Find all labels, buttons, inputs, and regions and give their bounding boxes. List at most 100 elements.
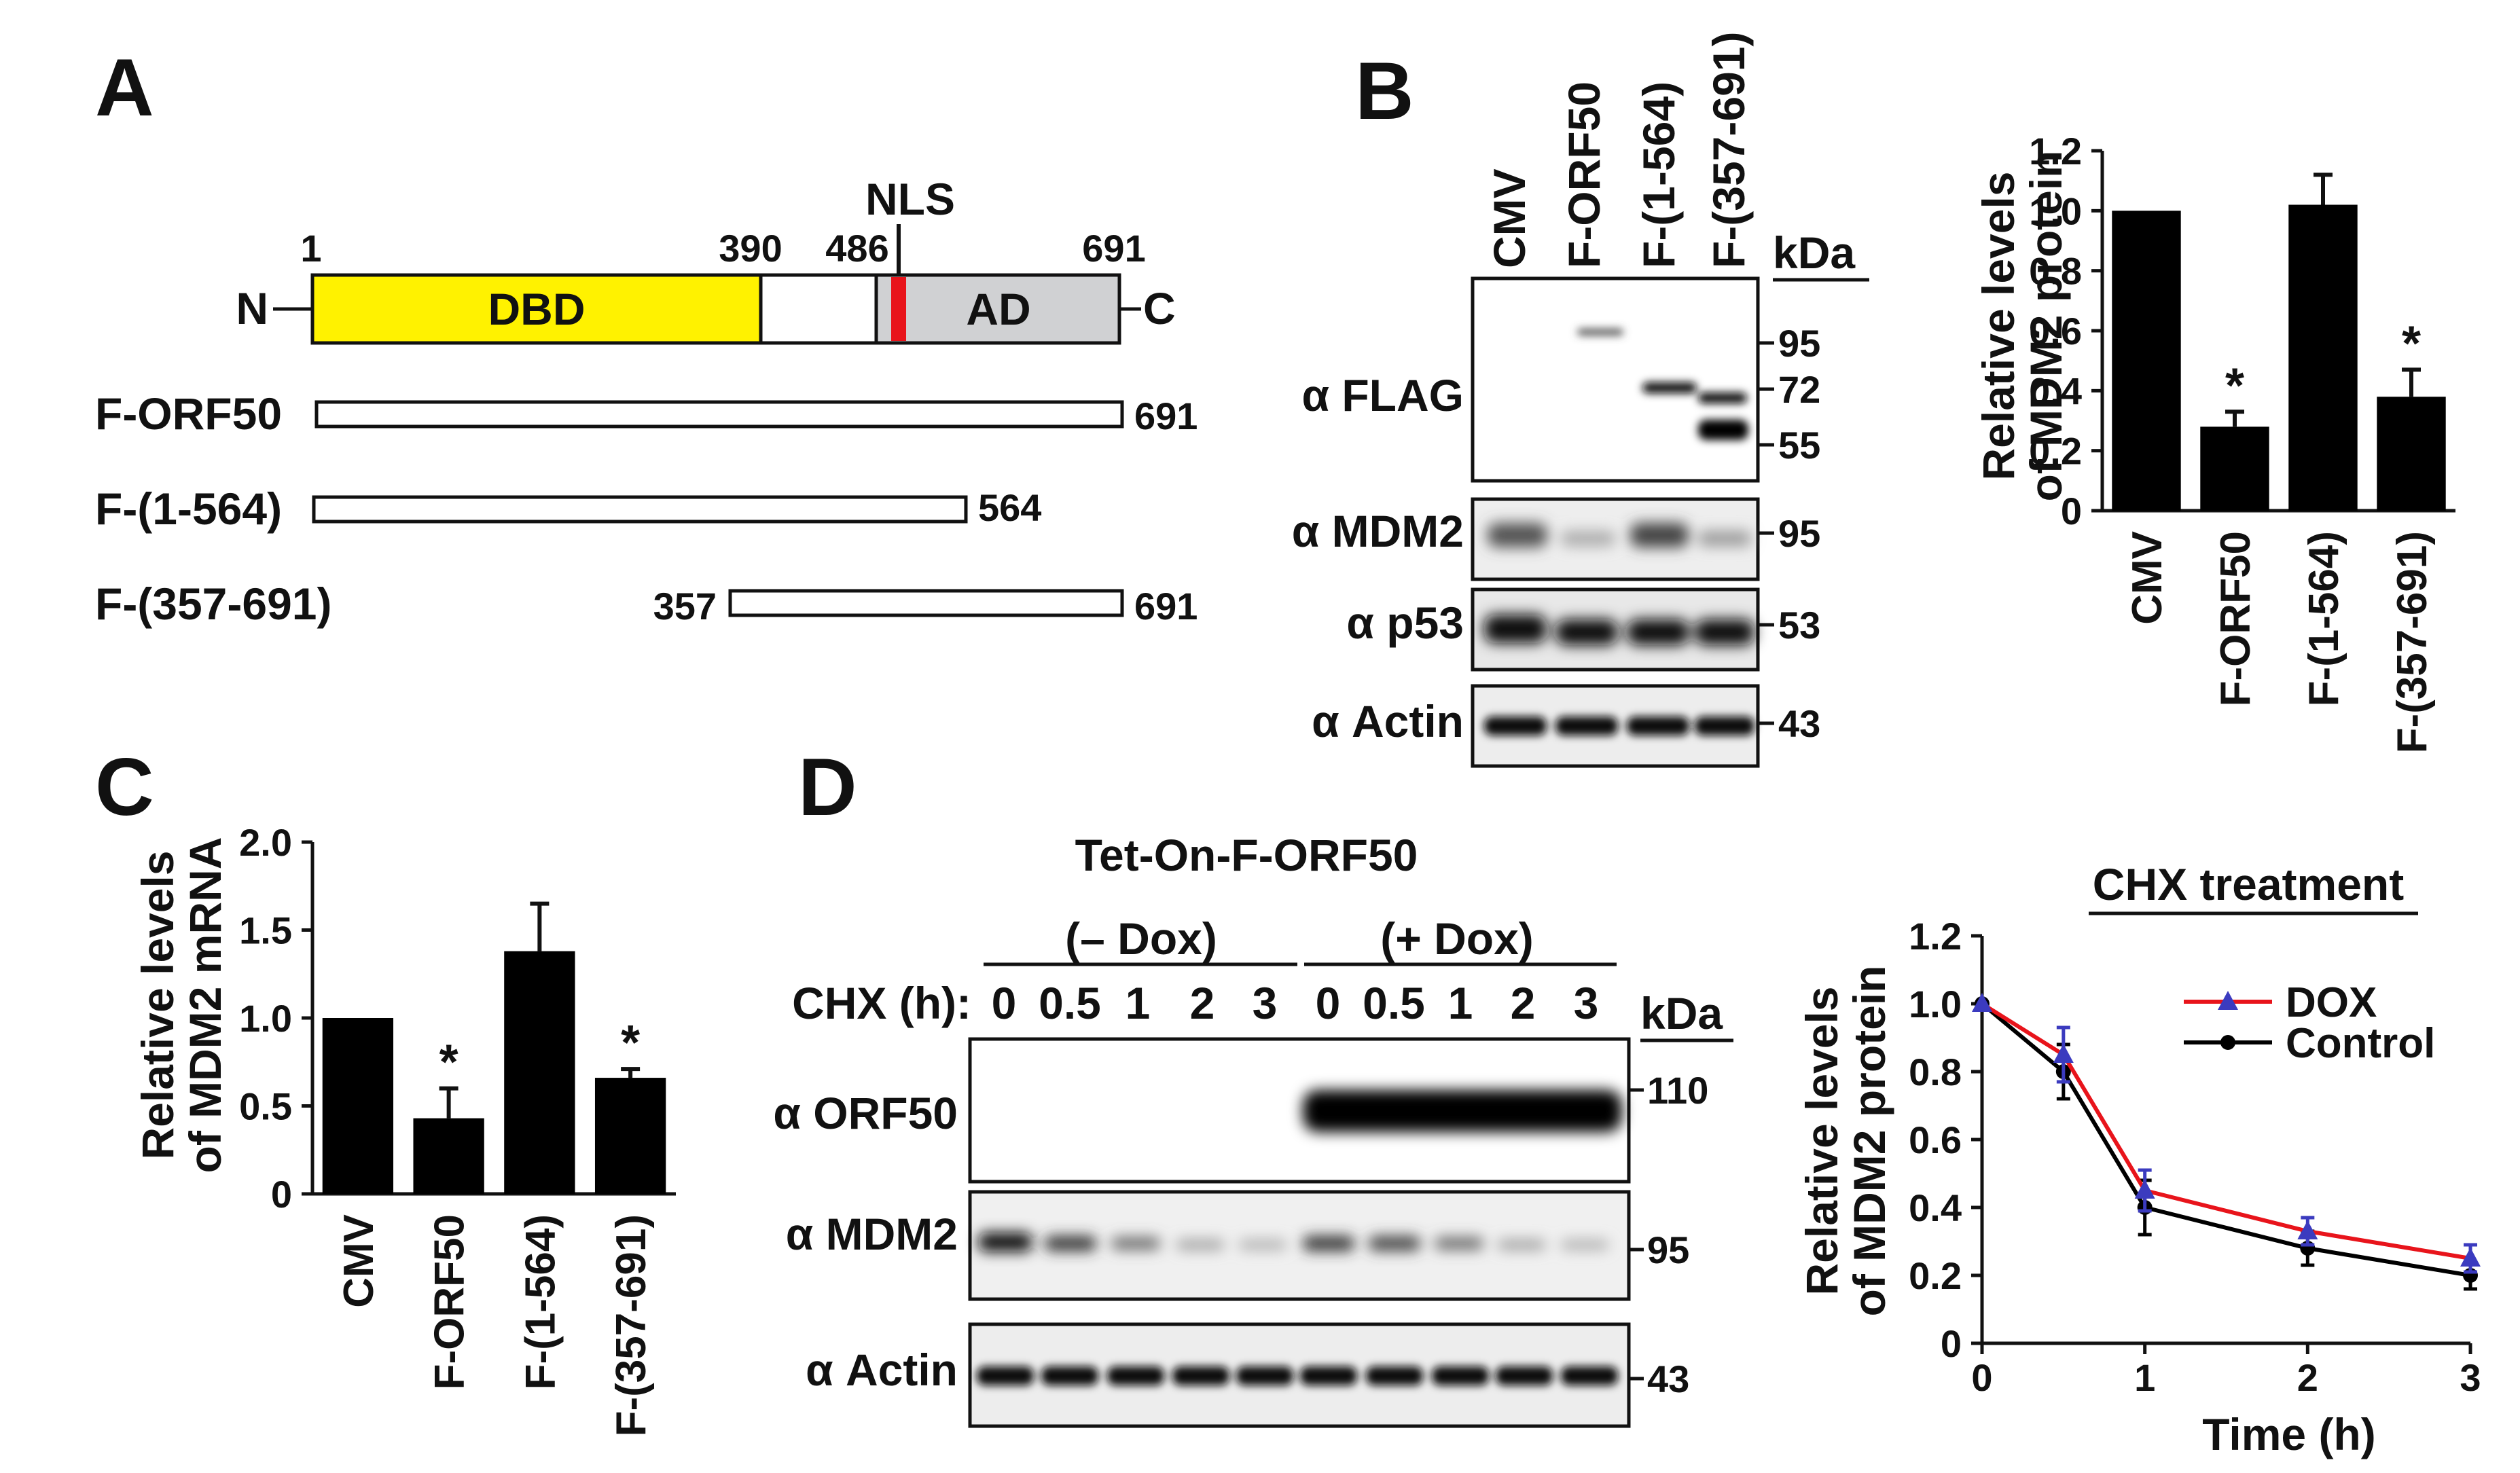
band-p53-f-1-564 [1627, 619, 1689, 645]
n-terminus: N [236, 283, 268, 333]
dbd-domain [310, 273, 763, 345]
blot-label-mdm2-d: α MDM2 [786, 1209, 958, 1259]
panel-label-b: B [1355, 46, 1414, 137]
time-label-2: 0.5 [1039, 978, 1101, 1028]
actin-bands [1484, 716, 1754, 735]
chart-b: Relative levels of MDM2 protein 0 0.2 0.4 0… [1973, 130, 2455, 753]
chart-c-y-tick-label: 2.0 [239, 821, 292, 864]
lane-label-2: F-ORF50 [1559, 81, 1609, 268]
chart-c-bar [413, 1118, 484, 1194]
mdm2-bands [1488, 523, 1751, 547]
band-flag-f-357-691-lower [1698, 420, 1748, 440]
time-label-7: 0.5 [1363, 978, 1425, 1028]
band-mdm2-d-6 [1303, 1236, 1354, 1251]
chart-d-point-dox [2460, 1248, 2481, 1267]
chart-d: CHX treatment Relative levels of MDM2 pr… [1797, 859, 2481, 1459]
band-mdm2-d-7 [1369, 1236, 1420, 1251]
chart-c: C Relative levels of MDM2 mRNA 0 0.5 1.0 1.… [95, 742, 676, 1436]
band-actin-d-9 [1496, 1366, 1553, 1385]
chart-d-point-dox [2297, 1220, 2318, 1239]
chart-b-y-tick-label: 0.2 [2029, 430, 2082, 473]
chart-d-point-dox [2134, 1180, 2155, 1199]
construct-name-2: F-(1-564) [95, 484, 282, 534]
band-actin-cmv [1484, 716, 1547, 735]
chart-c-bar [594, 1078, 666, 1194]
panel-label-a: A [95, 42, 154, 133]
marker-flag-95: 95 [1778, 322, 1820, 365]
band-actin-f-357-691 [1695, 716, 1754, 735]
band-mdm2-d-3 [1111, 1237, 1160, 1250]
chart-c-ylabel-line-1: Relative levels [132, 851, 183, 1160]
chart-c-category-label: CMV [336, 1214, 382, 1308]
chart-b-y-tick-label: 1.2 [2029, 130, 2082, 172]
panel-label-c: C [95, 742, 154, 833]
construct-end-3: 691 [1134, 585, 1198, 628]
blot-label-actin: α Actin [1312, 696, 1464, 746]
chart-d-y-tick-label: 0 [1941, 1322, 1962, 1365]
kda-label-b: kDa [1773, 228, 1856, 278]
ad-domain [874, 273, 1121, 345]
blot-label-p53: α p53 [1346, 598, 1464, 648]
chart-b-ylabel-line-2: of MDM2 protein [2021, 151, 2071, 502]
lane-label-1: CMV [1484, 168, 1534, 268]
chart-b-y-tick-label: 0 [2061, 490, 2082, 532]
nls-label: NLS [865, 174, 955, 224]
chart-d-y-tick-label: 1.2 [1909, 915, 1962, 958]
domain-position-start: 1 [300, 227, 321, 270]
group-plus-dox: (+ Dox) [1380, 913, 1534, 964]
chart-b-ylabel-line-1: Relative levels [1973, 172, 2023, 481]
mdm2-d-bands [978, 1233, 1608, 1252]
domain-position-end: 691 [1082, 227, 1145, 270]
chart-d-x-tick-label: 3 [2460, 1356, 2481, 1399]
time-label-1: 0 [992, 978, 1017, 1028]
construct-bar-2 [312, 495, 968, 524]
band-mdm2-d-9 [1498, 1240, 1545, 1250]
blot-label-flag: α FLAG [1301, 370, 1464, 420]
chart-b-category-label: CMV [2124, 531, 2171, 625]
legend-label-dox: DOX [2286, 979, 2377, 1026]
chart-c-category-label: F-(1-564) [517, 1214, 564, 1389]
chart-b-category-label: F-(1-564) [2301, 531, 2347, 706]
blot-label-mdm2: α MDM2 [1292, 506, 1464, 556]
orf50-bands [1303, 1090, 1622, 1132]
lane-label-3: F-(1-564) [1634, 81, 1684, 268]
band-mdm2-f-1-564 [1630, 523, 1689, 547]
blot-label-orf50: α ORF50 [773, 1088, 958, 1138]
chart-b-y-tick-label: 1.0 [2029, 189, 2082, 232]
band-flag-f-1-564 [1642, 382, 1697, 393]
chart-d-x-tick-label: 0 [1971, 1356, 1992, 1399]
dbd-label: DBD [488, 284, 586, 334]
domain-position-390: 390 [719, 227, 782, 270]
chart-b-y-tick-label: 0.8 [2029, 250, 2082, 293]
chart-b-significance-mark: * [2225, 359, 2244, 413]
chart-c-plot: 0 0.5 1.0 1.5 2.0 CMV * F-ORF50 F-(1-564) * F-(357… [239, 821, 676, 1436]
chart-c-y-tick-label: 1.0 [239, 997, 292, 1040]
chart-d-x-tick-label: 1 [2134, 1356, 2155, 1399]
chart-d-y-tick-label: 0.2 [1909, 1254, 1962, 1297]
legend-label-control: Control [2286, 1020, 2435, 1067]
chart-d-point-dox [2053, 1044, 2074, 1063]
chart-d-ylabel-line-2: of MDM2 protein [1844, 966, 1894, 1317]
chart-c-y-tick-label: 1.5 [239, 909, 292, 952]
band-actin-d-8 [1432, 1366, 1489, 1385]
band-mdm2-d-4 [1176, 1240, 1224, 1250]
band-mdm2-f-orf50 [1561, 531, 1615, 546]
marker-orf50-110: 110 [1647, 1069, 1708, 1112]
chart-c-significance-mark: * [621, 1016, 640, 1070]
time-label-9: 2 [1511, 978, 1536, 1028]
chart-b-plot: 0 0.2 0.4 0.6 0.8 1.0 1.2 CMV * F-ORF50 F-(1-564) *… [2029, 130, 2455, 753]
band-p53-cmv [1484, 615, 1547, 643]
panel-a: A NLS 1 390 486 691 N C DBD AD F-ORF50 6… [95, 42, 1198, 629]
blot-flag [1471, 276, 1760, 483]
chart-c-bar [322, 1018, 394, 1194]
chart-b-y-tick-label: 0.4 [2029, 369, 2082, 412]
chart-c-y-tick-label: 0 [271, 1173, 292, 1216]
chart-d-xlabel: Time (h) [2202, 1409, 2375, 1459]
legend-marker-control [2220, 1035, 2235, 1050]
actin-d-bands [977, 1366, 1618, 1385]
band-p53-f-orf50 [1555, 619, 1618, 645]
construct-bar-1 [314, 400, 1124, 429]
construct-end-2: 564 [978, 486, 1041, 529]
